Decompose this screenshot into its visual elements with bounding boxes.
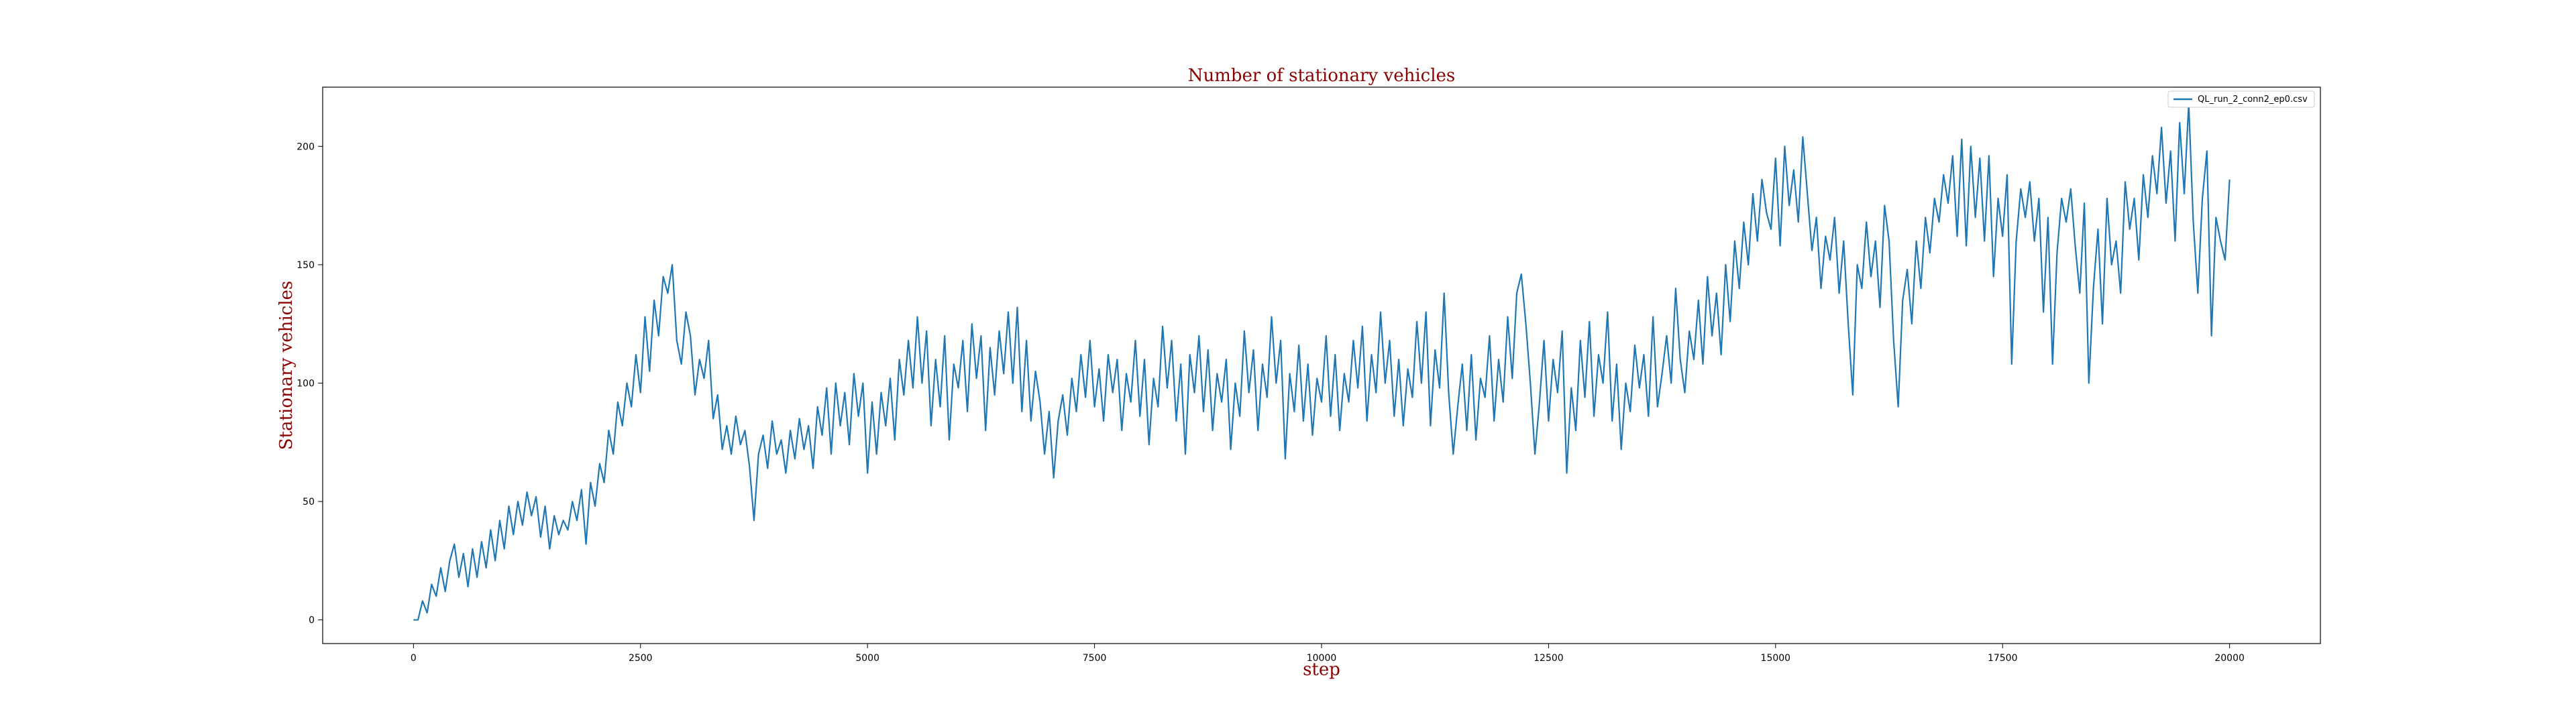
y-axis-ticks: 0 50 100 150 200 (297, 141, 323, 626)
chart-title: Number of stationary vehicles (1188, 66, 1456, 86)
x-tick-label: 7500 (1083, 653, 1107, 664)
x-tick-label: 20000 (2214, 653, 2245, 664)
x-tick-label: 15000 (1761, 653, 1791, 664)
legend: QL_run_2_conn2_ep0.csv (2167, 90, 2315, 108)
x-tick-label: 12500 (1534, 653, 1564, 664)
y-axis-label: Stationary vehicles (276, 281, 297, 450)
x-tick-label: 5000 (855, 653, 879, 664)
x-tick-label: 10000 (1307, 653, 1337, 664)
x-axis-ticks: 0 2500 5000 7500 10000 12500 15000 17500 20000 (411, 644, 2245, 664)
y-tick-label: 100 (297, 378, 315, 389)
y-tick-label: 0 (309, 615, 315, 626)
series-layer (413, 103, 2231, 621)
x-tick-label: 0 (411, 653, 417, 664)
legend-label: QL_run_2_conn2_ep0.csv (2198, 95, 2308, 105)
series-line-0 (413, 103, 2231, 621)
y-tick-label: 150 (297, 260, 315, 271)
legend-box (2167, 90, 2315, 108)
x-tick-label: 17500 (1988, 653, 2018, 664)
y-tick-label: 200 (297, 141, 315, 152)
x-axis-label: step (1303, 660, 1340, 680)
x-tick-label: 2500 (629, 653, 653, 664)
y-tick-label: 50 (303, 497, 315, 507)
